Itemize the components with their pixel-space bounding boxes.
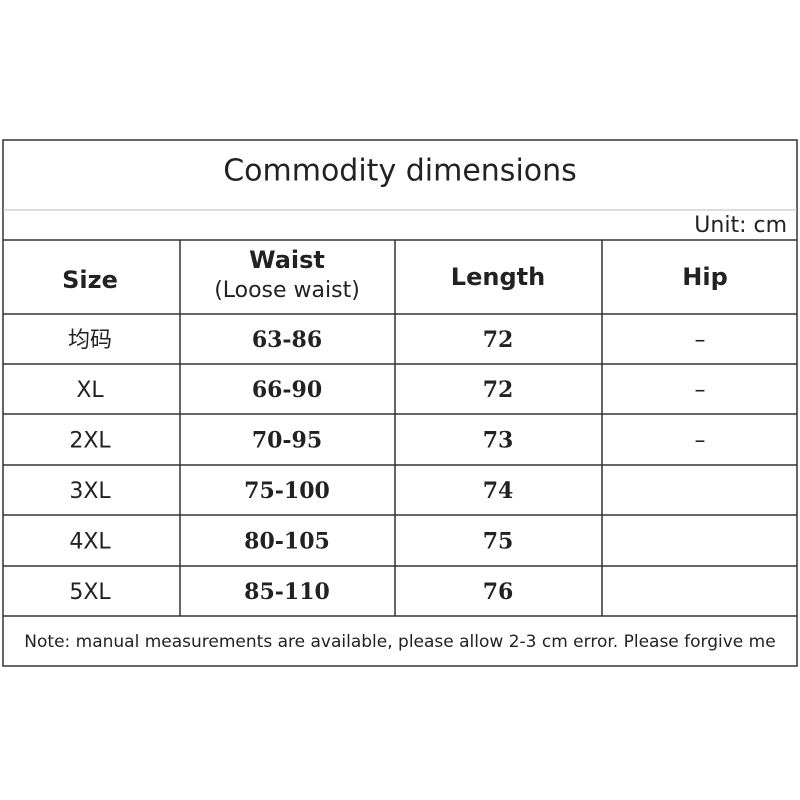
table-cell: – [695,378,706,403]
table-cell: 63-86 [252,327,322,353]
table-cell: 均码 [68,328,112,353]
table-cell: 73 [483,428,514,454]
table-cell: 2XL [69,429,111,454]
table-cell: 72 [483,327,514,353]
table-cell: 4XL [69,530,111,555]
table-cell: 76 [483,579,514,605]
header-cell: (Loose waist) [214,278,360,303]
header-cell: Length [451,263,545,291]
title: Commodity dimensions [223,154,577,189]
note: Note: manual measurements are available,… [24,632,775,652]
unit: Unit: cm [694,213,787,238]
header-cell: Hip [682,263,728,291]
table-cell: 66-90 [252,377,322,403]
header-cell: Size [62,266,118,294]
header-cell: Waist [249,246,325,274]
table-cell: 75-100 [244,478,330,504]
table-cell: – [695,429,706,454]
table-cell: 75 [483,529,514,555]
table-cell: 85-110 [244,579,330,605]
table-cell: 5XL [69,580,111,605]
table-cell: 80-105 [244,529,330,555]
table-cell: 70-95 [252,428,322,454]
table-cell: 72 [483,377,514,403]
table-cell: XL [76,378,104,403]
table-cell: 3XL [69,479,111,504]
table-cell: – [695,328,706,353]
table-border [2,139,798,667]
table-cell: 74 [483,478,514,504]
